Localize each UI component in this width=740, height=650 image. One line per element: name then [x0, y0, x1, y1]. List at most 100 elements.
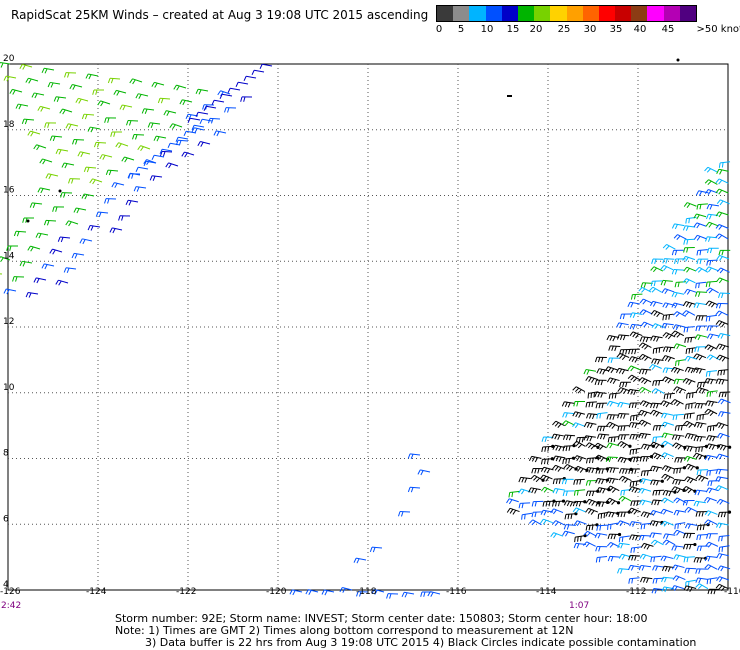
wind-barb	[715, 476, 728, 482]
wind-barb	[662, 533, 676, 540]
wind-barb	[693, 234, 707, 241]
wind-barb	[661, 473, 675, 481]
legend-swatch	[598, 6, 616, 21]
wind-barb	[572, 411, 586, 418]
footer-note-2: 3) Data buffer is 22 hrs from Aug 3 19:0…	[145, 636, 697, 649]
wind-barb	[694, 291, 707, 297]
wind-barb	[683, 326, 695, 333]
wind-speed-legend: 0 5 10 15 20 25 30 35 40 45 >50 knots	[436, 5, 740, 36]
wind-barb	[640, 282, 653, 288]
wind-barb	[706, 325, 719, 331]
wind-barb	[716, 553, 729, 559]
wind-barb	[550, 508, 564, 515]
wind-barb	[585, 507, 599, 515]
wind-barb	[673, 509, 687, 516]
longitude-label: -114	[536, 587, 557, 597]
wind-barb	[628, 577, 640, 584]
wind-barb	[528, 487, 541, 494]
wind-barb	[521, 512, 533, 520]
wind-barb	[596, 433, 610, 440]
wind-barb	[617, 542, 630, 549]
wind-barb	[638, 377, 652, 385]
wind-barb	[696, 545, 709, 552]
wind-barb	[137, 145, 151, 152]
wind-barb	[550, 532, 564, 539]
wind-barb	[661, 355, 675, 362]
wind-barb	[682, 377, 696, 385]
wind-barb	[695, 281, 707, 289]
wind-barb	[650, 335, 663, 342]
wind-barb	[661, 440, 674, 447]
wind-barb	[696, 249, 708, 256]
wind-barb	[125, 199, 139, 206]
wind-barb	[673, 234, 687, 240]
wind-barb	[684, 523, 698, 529]
wind-barb	[715, 583, 729, 592]
wind-barb	[187, 117, 201, 124]
legend-label: >50 knots	[696, 24, 740, 35]
wind-barb	[684, 288, 697, 295]
wind-barb	[617, 440, 632, 449]
wind-barb	[718, 391, 731, 398]
wind-barb	[608, 345, 621, 352]
wind-barb	[586, 413, 599, 420]
wind-barb	[695, 444, 708, 453]
wind-barb	[81, 113, 95, 120]
wind-barb	[552, 488, 566, 494]
wind-barb	[149, 175, 163, 181]
wind-barb	[616, 352, 630, 361]
wind-barb	[583, 421, 597, 429]
wind-barb	[133, 186, 147, 192]
wind-barb	[650, 409, 663, 417]
wind-barb	[173, 84, 187, 91]
wind-barb	[191, 124, 205, 131]
wind-barb	[202, 104, 215, 110]
wind-barb	[695, 190, 709, 197]
wind-barb	[617, 387, 631, 394]
wind-barb	[662, 332, 676, 340]
wind-barb	[672, 478, 685, 485]
wind-barb	[682, 500, 695, 506]
latitude-label: 16	[3, 186, 15, 196]
wind-barb	[606, 541, 620, 548]
wind-barb	[518, 476, 531, 483]
longitude-label: -116	[446, 587, 467, 597]
wind-barb	[650, 310, 664, 318]
wind-barb	[605, 456, 618, 463]
wind-barb	[585, 401, 597, 408]
wind-barb	[13, 230, 27, 237]
wind-barb	[629, 521, 642, 527]
wind-barb	[638, 419, 652, 427]
wind-barb	[682, 485, 697, 494]
wind-barb	[3, 75, 17, 82]
wind-barb	[289, 589, 303, 596]
wind-barb	[715, 310, 729, 317]
wind-barb	[617, 401, 630, 408]
wind-barb	[594, 379, 607, 386]
wind-barb	[706, 259, 718, 266]
wind-barb	[695, 568, 708, 574]
wind-barb	[594, 532, 608, 539]
wind-barb	[0, 256, 11, 263]
wind-barb	[683, 532, 695, 539]
legend-label: 35	[609, 24, 623, 35]
wind-barb	[181, 151, 195, 158]
wind-barb	[47, 81, 61, 88]
wind-barb	[684, 355, 698, 362]
wind-barb	[638, 432, 651, 439]
wind-barb	[638, 564, 652, 571]
wind-barb	[552, 464, 565, 472]
wind-barb	[660, 265, 674, 271]
wind-barb	[660, 279, 673, 286]
wind-barb	[97, 100, 111, 107]
legend-swatch	[679, 6, 696, 21]
wind-barb	[561, 478, 574, 485]
wind-barb	[696, 258, 709, 265]
wind-barb	[49, 135, 63, 142]
wind-barb	[683, 455, 697, 462]
wind-barb	[0, 61, 11, 68]
wind-barb	[606, 414, 619, 420]
wind-barb	[61, 162, 75, 169]
wind-barb	[111, 182, 125, 188]
wind-barb	[213, 130, 227, 137]
